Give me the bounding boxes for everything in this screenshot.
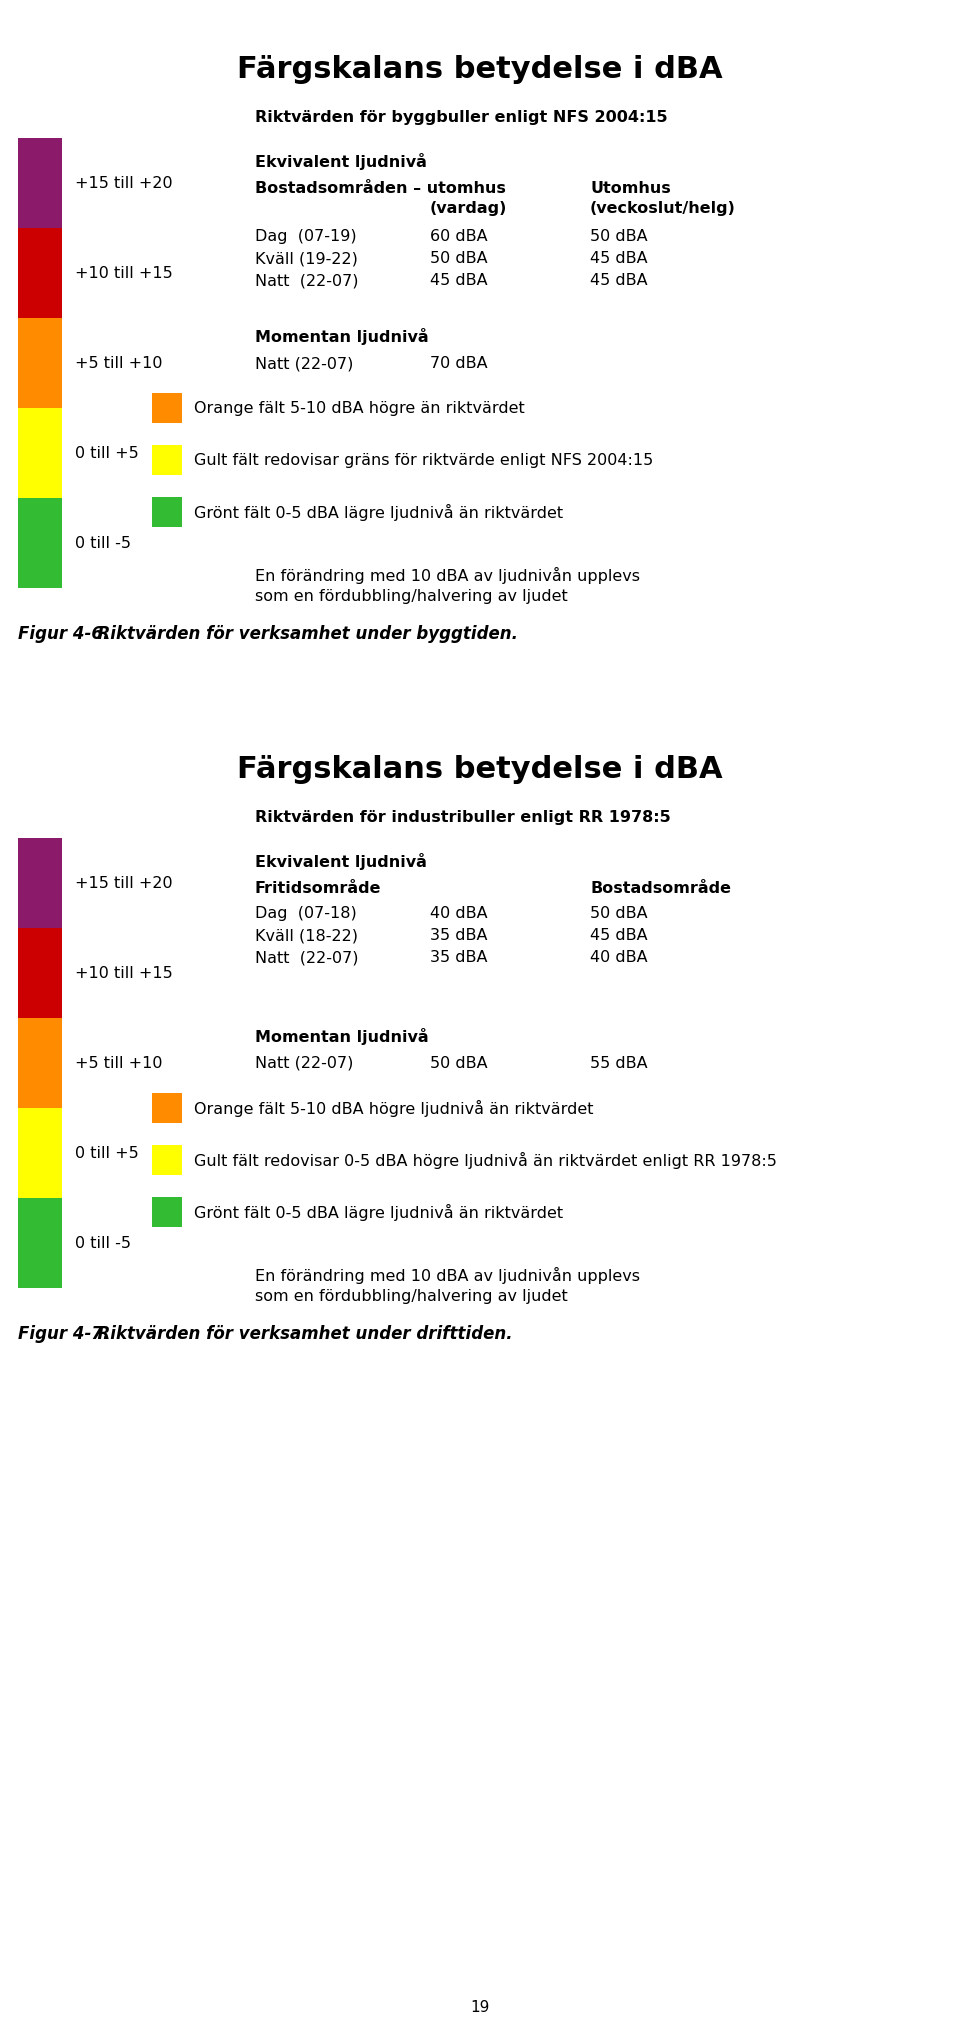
Text: 0 till +5: 0 till +5 <box>75 1145 139 1161</box>
Text: 0 till -5: 0 till -5 <box>75 536 131 550</box>
Text: Gult fält redovisar 0-5 dBA högre ljudnivå än riktvärdet enligt RR 1978:5: Gult fält redovisar 0-5 dBA högre ljudni… <box>194 1151 777 1169</box>
Text: (vardag): (vardag) <box>430 201 508 215</box>
Text: 50 dBA: 50 dBA <box>590 905 648 922</box>
Bar <box>18 497 62 589</box>
Text: Kväll (19-22): Kväll (19-22) <box>255 252 358 266</box>
Text: Riktvärden för verksamhet under byggtiden.: Riktvärden för verksamhet under byggtide… <box>86 625 518 644</box>
Text: Fritidsområde: Fritidsområde <box>255 881 381 895</box>
Text: 0 till -5: 0 till -5 <box>75 1236 131 1250</box>
Text: Bostadsområde: Bostadsområde <box>590 881 731 895</box>
Text: 60 dBA: 60 dBA <box>430 229 488 244</box>
Text: Ekvivalent ljudnivå: Ekvivalent ljudnivå <box>255 853 427 871</box>
Text: +15 till +20: +15 till +20 <box>75 875 173 891</box>
Text: 50 dBA: 50 dBA <box>430 1056 488 1072</box>
Text: 45 dBA: 45 dBA <box>590 252 648 266</box>
Text: Grönt fält 0-5 dBA lägre ljudnivå än riktvärdet: Grönt fält 0-5 dBA lägre ljudnivå än rik… <box>194 503 564 520</box>
Text: 0 till +5: 0 till +5 <box>75 445 139 461</box>
Bar <box>152 394 182 422</box>
Text: +5 till +10: +5 till +10 <box>75 355 162 371</box>
Text: (veckoslut/helg): (veckoslut/helg) <box>590 201 736 215</box>
Text: 40 dBA: 40 dBA <box>430 905 488 922</box>
Text: Färgskalans betydelse i dBA: Färgskalans betydelse i dBA <box>237 55 723 83</box>
Text: 55 dBA: 55 dBA <box>590 1056 648 1072</box>
Text: 50 dBA: 50 dBA <box>430 252 488 266</box>
Text: Ekvivalent ljudnivå: Ekvivalent ljudnivå <box>255 152 427 171</box>
Text: Natt  (22-07): Natt (22-07) <box>255 950 358 964</box>
Bar <box>18 1017 62 1108</box>
Text: +10 till +15: +10 till +15 <box>75 966 173 980</box>
Text: 35 dBA: 35 dBA <box>430 928 488 944</box>
Text: Färgskalans betydelse i dBA: Färgskalans betydelse i dBA <box>237 755 723 784</box>
Text: Orange fält 5-10 dBA högre än riktvärdet: Orange fält 5-10 dBA högre än riktvärdet <box>194 400 525 416</box>
Bar <box>152 1145 182 1175</box>
Text: 45 dBA: 45 dBA <box>590 272 648 288</box>
Text: 45 dBA: 45 dBA <box>590 928 648 944</box>
Bar <box>18 408 62 497</box>
Text: +15 till +20: +15 till +20 <box>75 175 173 191</box>
Bar <box>18 227 62 319</box>
Text: En förändring med 10 dBA av ljudnivån upplevs: En förändring med 10 dBA av ljudnivån up… <box>255 1267 640 1285</box>
Text: Natt  (22-07): Natt (22-07) <box>255 272 358 288</box>
Bar <box>18 319 62 408</box>
Text: Riktvärden för industribuller enligt RR 1978:5: Riktvärden för industribuller enligt RR … <box>255 810 671 824</box>
Text: +10 till +15: +10 till +15 <box>75 266 173 280</box>
Text: Gult fält redovisar gräns för riktvärde enligt NFS 2004:15: Gult fält redovisar gräns för riktvärde … <box>194 453 653 467</box>
Text: Natt (22-07): Natt (22-07) <box>255 1056 353 1072</box>
Text: Orange fält 5-10 dBA högre ljudnivå än riktvärdet: Orange fält 5-10 dBA högre ljudnivå än r… <box>194 1100 593 1116</box>
Text: 45 dBA: 45 dBA <box>430 272 488 288</box>
Text: som en fördubbling/halvering av ljudet: som en fördubbling/halvering av ljudet <box>255 1289 567 1303</box>
Text: Natt (22-07): Natt (22-07) <box>255 355 353 371</box>
Text: Kväll (18-22): Kväll (18-22) <box>255 928 358 944</box>
Text: Figur 4-7.: Figur 4-7. <box>18 1326 109 1344</box>
Text: Utomhus: Utomhus <box>590 181 671 197</box>
Text: Momentan ljudnivå: Momentan ljudnivå <box>255 1027 428 1045</box>
Text: Bostadsområden – utomhus: Bostadsområden – utomhus <box>255 181 506 197</box>
Bar <box>152 497 182 528</box>
Bar <box>152 1198 182 1226</box>
Text: +5 till +10: +5 till +10 <box>75 1056 162 1070</box>
Bar <box>18 838 62 928</box>
Bar <box>152 1092 182 1123</box>
Text: Grönt fält 0-5 dBA lägre ljudnivå än riktvärdet: Grönt fält 0-5 dBA lägre ljudnivå än rik… <box>194 1204 564 1220</box>
Text: som en fördubbling/halvering av ljudet: som en fördubbling/halvering av ljudet <box>255 589 567 605</box>
Bar <box>18 1108 62 1198</box>
Bar <box>152 445 182 475</box>
Text: 70 dBA: 70 dBA <box>430 355 488 371</box>
Text: Dag  (07-19): Dag (07-19) <box>255 229 356 244</box>
Text: Riktvärden för verksamhet under drifttiden.: Riktvärden för verksamhet under drifttid… <box>86 1326 513 1344</box>
Text: 50 dBA: 50 dBA <box>590 229 648 244</box>
Text: 35 dBA: 35 dBA <box>430 950 488 964</box>
Text: Riktvärden för byggbuller enligt NFS 2004:15: Riktvärden för byggbuller enligt NFS 200… <box>255 110 667 126</box>
Text: 19: 19 <box>470 2000 490 2016</box>
Text: Figur 4-6.: Figur 4-6. <box>18 625 109 644</box>
Text: 40 dBA: 40 dBA <box>590 950 648 964</box>
Bar <box>18 928 62 1017</box>
Bar <box>18 1198 62 1287</box>
Text: Dag  (07-18): Dag (07-18) <box>255 905 357 922</box>
Text: Momentan ljudnivå: Momentan ljudnivå <box>255 329 428 345</box>
Bar <box>18 138 62 227</box>
Text: En förändring med 10 dBA av ljudnivån upplevs: En förändring med 10 dBA av ljudnivån up… <box>255 566 640 585</box>
